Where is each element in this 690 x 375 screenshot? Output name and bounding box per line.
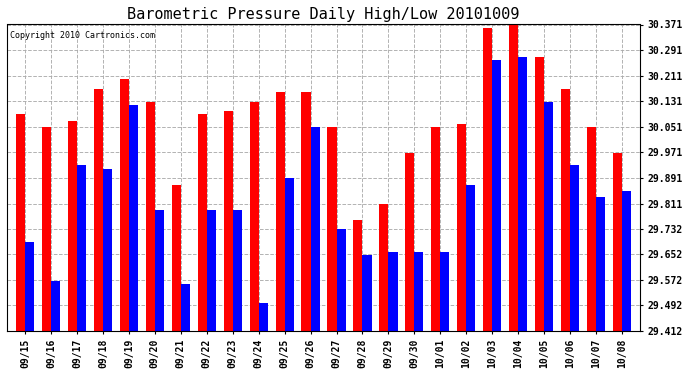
Bar [77,165,86,331]
Text: Copyright 2010 Cartronics.com: Copyright 2010 Cartronics.com [10,31,155,40]
Bar [509,25,518,331]
Bar [181,284,190,331]
Bar [310,127,319,331]
Bar [518,57,527,331]
Bar [155,210,164,331]
Bar [613,153,622,331]
Bar [405,153,415,331]
Bar [388,252,397,331]
Bar [129,105,138,331]
Bar [68,121,77,331]
Bar [224,111,233,331]
Bar [259,303,268,331]
Bar [233,210,241,331]
Bar [362,255,372,331]
Bar [535,57,544,331]
Bar [380,204,388,331]
Bar [94,89,103,331]
Bar [198,114,207,331]
Bar [337,230,346,331]
Bar [51,280,60,331]
Bar [103,169,112,331]
Bar [353,220,362,331]
Bar [25,242,34,331]
Bar [622,191,631,331]
Bar [285,178,294,331]
Bar [492,60,502,331]
Bar [431,127,440,331]
Bar [120,79,129,331]
Bar [440,252,449,331]
Bar [587,127,596,331]
Bar [172,184,181,331]
Bar [16,114,25,331]
Bar [466,184,475,331]
Bar [415,252,424,331]
Bar [570,165,579,331]
Bar [42,127,51,331]
Bar [250,102,259,331]
Bar [457,124,466,331]
Bar [483,28,492,331]
Title: Barometric Pressure Daily High/Low 20101009: Barometric Pressure Daily High/Low 20101… [128,7,520,22]
Bar [328,127,337,331]
Bar [302,92,310,331]
Bar [146,102,155,331]
Bar [596,197,605,331]
Bar [544,102,553,331]
Bar [561,89,570,331]
Bar [275,92,285,331]
Bar [207,210,216,331]
